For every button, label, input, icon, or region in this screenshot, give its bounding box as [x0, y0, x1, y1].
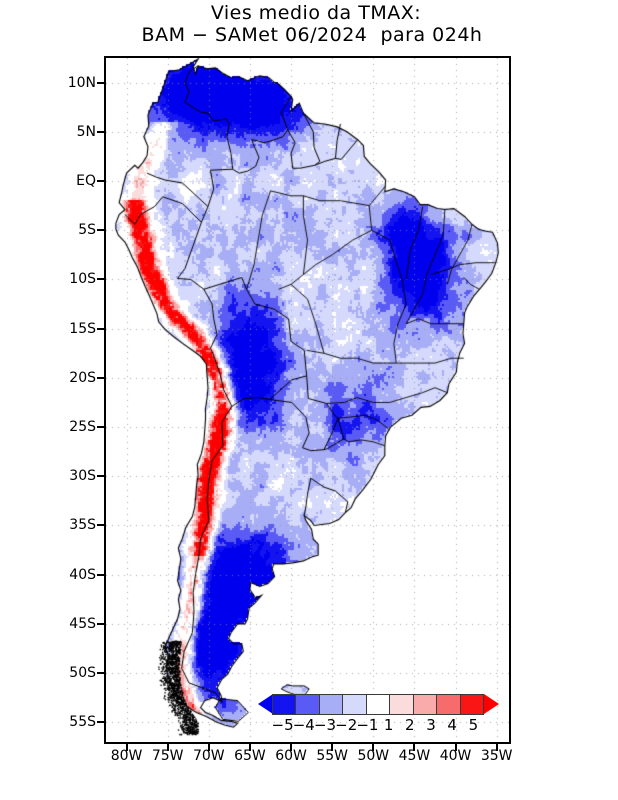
ytick-mark [97, 327, 104, 330]
colorbar-cell-6 [413, 695, 438, 714]
colorbar-tick-labels: −5 −4 −3 −2 −1 1 2 3 4 5 [258, 715, 510, 735]
xtick-label-70W: 70W [192, 748, 225, 764]
xtick-label-45W: 45W [398, 748, 431, 764]
xtick-mark [372, 744, 375, 751]
xtick-label-60W: 60W [275, 748, 307, 764]
colorbar-label-1: −4 [292, 716, 315, 734]
ytick-label-10N: 10N [67, 74, 96, 91]
colorbar-cell-0 [273, 695, 297, 714]
ytick-mark [97, 524, 104, 527]
ytick-mark [97, 721, 104, 724]
xtick-mark [166, 744, 169, 751]
ytick-label-40S: 40S [69, 566, 96, 583]
colorbar-label-3: −2 [335, 716, 358, 734]
ytick-mark [97, 81, 104, 84]
map-plot-area [104, 56, 511, 744]
chart-title: Vies medio da TMAX: BAM − SAMet 06/2024 … [0, 2, 618, 46]
colorbar-label-4: −1 [356, 716, 379, 734]
colorbar-label-8: 4 [447, 716, 457, 734]
xtick-label-50W: 50W [357, 748, 390, 764]
colorbar-label-0: −5 [271, 716, 294, 734]
title-line-1: Vies medio da TMAX: [210, 2, 422, 24]
ytick-mark [97, 622, 104, 625]
xtick-label-80W: 80W [110, 748, 143, 764]
colorbar-cell-8 [460, 695, 483, 714]
ytick-label-5N: 5N [76, 123, 96, 140]
ytick-label-25S: 25S [69, 419, 96, 436]
colorbar-cell-3 [343, 695, 367, 714]
ytick-label-20S: 20S [69, 369, 96, 386]
ytick-mark [97, 573, 104, 576]
colorbar-label-6: 2 [405, 716, 415, 734]
colorbar-cell-4 [366, 695, 391, 714]
title-line-2: BAM − SAMet 06/2024 para 024h [141, 24, 483, 46]
ytick-mark [97, 426, 104, 429]
ytick-mark [97, 130, 104, 133]
xtick-label-55W: 55W [316, 748, 349, 764]
xtick-mark [248, 744, 251, 751]
bias-field-map [106, 58, 509, 742]
colorbar-cell-2 [319, 695, 344, 714]
xtick-label-40W: 40W [439, 748, 472, 764]
xtick-label-75W: 75W [151, 748, 184, 764]
ytick-mark [97, 475, 104, 478]
xtick-label-35W: 35W [480, 748, 513, 764]
colorbar-cell-7 [437, 695, 461, 714]
colorbar-label-2: −3 [313, 716, 337, 734]
colorbar-cell-1 [296, 695, 320, 714]
ytick-label-15S: 15S [69, 320, 96, 337]
xtick-mark [290, 744, 293, 751]
ytick-label-30S: 30S [69, 468, 96, 485]
xtick-mark [125, 744, 128, 751]
colorbar-legend: −5 −4 −3 −2 −1 1 2 3 4 5 [258, 694, 510, 734]
xtick-mark [413, 744, 416, 751]
ytick-mark [97, 229, 104, 232]
colorbar-label-9: 5 [468, 716, 479, 734]
colorbar-arrow-high [484, 694, 499, 714]
colorbar-cell-5 [390, 695, 414, 714]
colorbar-label-7: 3 [426, 716, 436, 734]
xtick-mark [495, 744, 498, 751]
ytick-mark [97, 672, 104, 675]
ytick-label-35S: 35S [69, 517, 96, 534]
ytick-mark [97, 180, 104, 183]
ytick-label-10S: 10S [69, 271, 96, 288]
xtick-mark [207, 744, 210, 751]
ytick-label-5S: 5S [78, 222, 96, 239]
ytick-mark [97, 376, 104, 379]
xtick-label-65W: 65W [234, 748, 266, 764]
ytick-label-EQ: EQ [76, 173, 96, 190]
xtick-mark [331, 744, 334, 751]
ytick-label-55S: 55S [69, 714, 96, 731]
xtick-mark [454, 744, 457, 751]
ytick-label-50S: 50S [69, 665, 96, 682]
ytick-label-45S: 45S [69, 615, 96, 632]
colorbar-label-5: 1 [383, 716, 394, 734]
ytick-mark [97, 278, 104, 281]
colorbar-arrow-low [258, 694, 273, 714]
colorbar-swatches [272, 694, 484, 715]
